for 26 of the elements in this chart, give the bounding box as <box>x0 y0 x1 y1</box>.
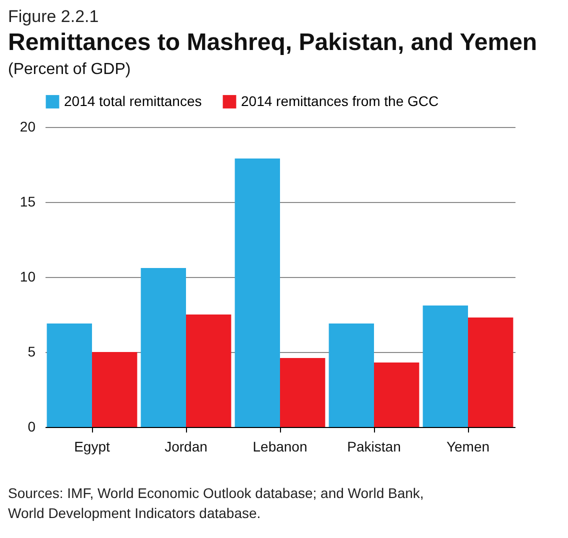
chart-title: Remittances to Mashreq, Pakistan, and Yemen <box>8 29 538 56</box>
bar <box>468 318 514 427</box>
bar <box>186 314 232 427</box>
bar <box>92 352 138 427</box>
y-tick-label: 5 <box>28 344 36 360</box>
y-tick-label: 10 <box>20 268 36 284</box>
bar <box>422 306 468 427</box>
caption: Figure 2.2.1 <box>8 7 99 26</box>
bar <box>280 358 326 427</box>
x-tick-label: Pakistan <box>347 438 401 454</box>
y-tick-label: 0 <box>28 418 36 434</box>
bar <box>140 268 186 427</box>
legend-label: 2014 remittances from the GCC <box>241 92 439 109</box>
bar <box>328 324 374 427</box>
x-tick-label: Lebanon <box>252 438 308 454</box>
chart-subtitle: (Percent of GDP) <box>8 61 131 78</box>
bar <box>234 158 280 427</box>
x-tick-label: Egypt <box>74 438 110 454</box>
x-tick-label: Yemen <box>446 438 490 454</box>
bar <box>374 362 420 427</box>
legend-label: 2014 total remittances <box>64 92 202 109</box>
y-tick-label: 15 <box>20 194 36 210</box>
x-tick-label: Jordan <box>164 438 208 454</box>
source-note: Sources: IMF, World Economic Outlook database; and World Bank, World Development Indicators database. <box>8 485 424 521</box>
bar <box>46 324 92 427</box>
y-tick-label: 20 <box>20 118 36 134</box>
